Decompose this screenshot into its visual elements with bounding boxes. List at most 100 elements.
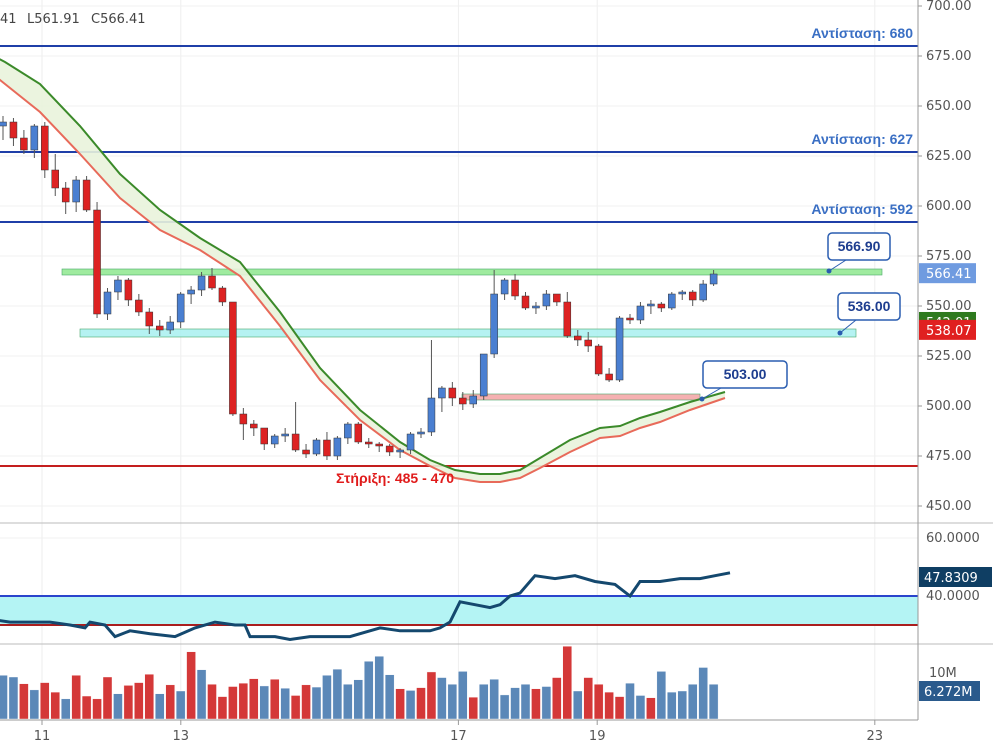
callout-pointer	[839, 319, 857, 334]
indicator-band	[0, 596, 918, 625]
price-tick-label: 650.00	[926, 99, 972, 114]
volume-bar	[573, 690, 583, 720]
volume-bar	[175, 690, 186, 720]
candle-body	[396, 449, 404, 453]
candle-body	[553, 293, 561, 303]
volume-bar	[290, 695, 301, 720]
candle-body	[30, 125, 39, 151]
volume-pane	[0, 646, 719, 720]
volume-bar	[0, 675, 8, 720]
volume-bar	[416, 687, 426, 720]
volume-bar	[332, 668, 343, 720]
volume-bar	[228, 686, 238, 720]
volume-bar	[614, 696, 625, 720]
volume-bar	[541, 686, 552, 720]
time-tick-label: 17	[450, 729, 467, 744]
candle-body	[145, 311, 154, 327]
volume-bar	[646, 697, 656, 720]
volume-bar	[447, 684, 458, 720]
candle-body	[176, 293, 185, 323]
candle-body	[469, 395, 477, 405]
time-tick-label: 19	[589, 729, 606, 744]
candle-body	[270, 435, 279, 445]
volume-bar	[552, 677, 562, 720]
moving-averages	[0, 58, 726, 483]
volume-bar	[384, 674, 395, 720]
ema-slow-line	[0, 78, 726, 483]
candle-body	[668, 293, 676, 309]
volume-bar	[583, 677, 593, 720]
volume-bar	[625, 682, 635, 720]
callout-box	[827, 232, 891, 261]
candle-body	[93, 209, 101, 315]
level-labels: Αντίσταση: 680 Αντίσταση: 627 Αντίσταση: 5…	[336, 25, 913, 486]
callout-anchor	[826, 268, 832, 274]
candle-body	[0, 121, 7, 127]
indicator-line	[0, 571, 731, 642]
candle-body	[636, 305, 645, 321]
price-tick-label: 550.00	[926, 299, 972, 314]
candle-body	[438, 387, 446, 399]
volume-bar	[405, 690, 416, 720]
candle-body	[239, 413, 248, 425]
volume-bar	[19, 683, 29, 720]
candle-body	[208, 275, 216, 289]
callout-anchor	[699, 396, 705, 402]
candle-body	[250, 423, 258, 429]
price-tick-label: 700.00	[926, 0, 972, 14]
volume-bar	[8, 676, 19, 720]
price-badge-text: 566.41	[926, 267, 972, 282]
volume-bar	[437, 677, 447, 720]
volume-bar	[50, 691, 60, 720]
candle-body	[605, 373, 613, 381]
volume-bar	[395, 688, 405, 720]
volume-bar	[217, 696, 228, 720]
volume-bar	[353, 679, 363, 720]
candle-body	[406, 433, 415, 451]
candle-body	[448, 387, 457, 399]
ema-fast-line	[0, 58, 726, 475]
callout-value: 536.00	[848, 298, 891, 314]
candle-body	[260, 427, 268, 445]
candle-body	[375, 443, 383, 447]
indicator-badge-text: 47.8309	[924, 571, 978, 586]
price-callouts[interactable]: 566.90 536.00 503.00	[699, 232, 901, 402]
volume-bar	[259, 685, 269, 720]
volume-badge	[919, 681, 980, 701]
volume-bar	[155, 693, 165, 720]
price-tick-label: 500.00	[926, 399, 972, 414]
indicator-tick-label: 40.0000	[926, 589, 980, 604]
volume-bar	[249, 678, 259, 720]
candle-body	[584, 339, 592, 347]
candle-body	[51, 169, 59, 189]
candle-body	[124, 279, 133, 301]
volume-bar	[165, 684, 175, 720]
candle-body	[385, 445, 394, 453]
candle-body	[20, 137, 28, 151]
volume-bar	[311, 686, 322, 720]
volume-bar	[186, 651, 196, 720]
candle-body	[354, 423, 363, 443]
candle-body	[678, 291, 686, 295]
indicator-tick-label: 60.0000	[926, 531, 980, 546]
volume-bar	[40, 682, 50, 720]
callout-pointer	[828, 259, 847, 272]
volume-bar	[468, 696, 478, 720]
price-tick-label: 675.00	[926, 49, 972, 64]
candle-body	[657, 303, 666, 309]
time-tick-label: 23	[867, 729, 884, 744]
candle-body	[103, 291, 112, 315]
callout-anchor	[837, 330, 843, 336]
candle-body	[574, 335, 582, 341]
volume-bar	[698, 667, 708, 720]
candle-body	[511, 279, 519, 297]
volume-bar	[29, 689, 40, 720]
volume-bar	[270, 679, 280, 720]
ema-band	[0, 59, 725, 482]
candle-body	[521, 295, 530, 309]
volume-bar	[510, 687, 520, 720]
candle-body	[615, 317, 624, 381]
volume-bar	[531, 688, 541, 720]
